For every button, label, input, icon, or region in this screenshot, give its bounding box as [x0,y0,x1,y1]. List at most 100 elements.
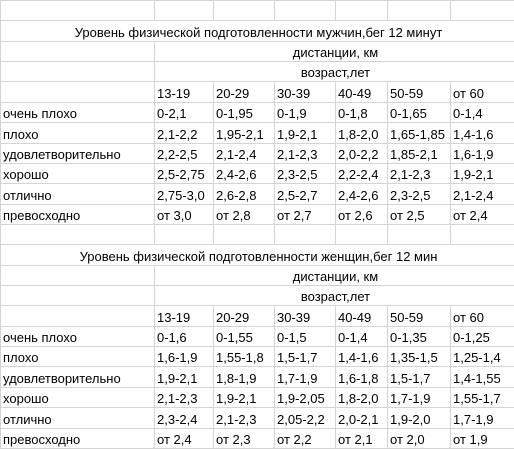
value-cell[interactable]: 0-1,65 [387,101,451,124]
age-header-cell[interactable]: 40-49 [335,81,388,103]
value-cell[interactable]: 1,9-2,1 [213,386,275,409]
value-cell[interactable]: 1,65-1,85 [387,122,451,144]
value-cell[interactable]: 0-1,55 [213,325,275,348]
age-header-cell[interactable]: 50-59 [387,305,451,327]
value-cell[interactable]: от 2,6 [335,203,388,225]
value-cell[interactable]: от 2,3 [213,427,275,449]
value-cell[interactable]: 2,1-2,2 [154,122,214,144]
value-cell[interactable]: от 2,4 [154,427,214,449]
value-cell[interactable]: от 2,8 [213,203,275,225]
value-cell[interactable]: 2,0-2,2 [335,142,388,164]
value-cell[interactable]: 1,55-1,8 [213,346,275,368]
value-cell[interactable]: от 2,7 [274,203,336,225]
value-cell[interactable]: 1,25-1,4 [450,346,514,368]
value-cell[interactable]: 2,5-2,7 [274,183,336,205]
level-label-cell[interactable]: хорошо [0,386,155,409]
value-cell[interactable]: от 1,9 [450,427,514,449]
level-label-cell[interactable]: плохо [0,346,155,368]
value-cell[interactable]: 1,6-1,9 [154,346,214,368]
level-label-cell[interactable]: хорошо [0,162,155,185]
value-cell[interactable]: 1,6-1,8 [335,366,388,388]
cell[interactable] [450,223,514,246]
value-cell[interactable]: 1,35-1,5 [387,346,451,368]
age-header-cell[interactable]: 13-19 [154,305,214,327]
value-cell[interactable]: 2,6-2,8 [213,183,275,205]
women-title-cell[interactable]: Уровень физической подготовленности женщ… [0,244,514,266]
level-label-cell[interactable]: превосходно [0,427,155,449]
value-cell[interactable]: 1,4-1,6 [450,122,514,144]
age-header-cell[interactable]: 50-59 [387,81,451,103]
value-cell[interactable]: 1,7-1,9 [274,366,336,388]
value-cell[interactable]: 2,3-2,5 [387,183,451,205]
value-cell[interactable]: 1,9-2,05 [274,386,336,409]
value-cell[interactable]: 1,8-2,0 [335,122,388,144]
cell[interactable] [154,223,214,246]
value-cell[interactable]: 2,4-2,6 [213,162,275,185]
age-header-cell[interactable]: от 60 [450,305,514,327]
value-cell[interactable]: 1,95-2,1 [213,122,275,144]
age-header-cell[interactable]: 20-29 [213,81,275,103]
men-title-cell[interactable]: Уровень физической подготовленности мужч… [0,20,514,42]
cell[interactable] [0,40,155,63]
value-cell[interactable]: 1,8-2,0 [335,386,388,409]
value-cell[interactable]: 0-2,1 [154,101,214,124]
cell[interactable] [335,223,388,246]
value-cell[interactable]: 1,4-1,6 [335,346,388,368]
age-header-cell[interactable]: 13-19 [154,81,214,103]
value-cell[interactable]: 1,7-1,9 [387,386,451,409]
cell[interactable] [0,61,155,83]
cell[interactable] [0,0,155,22]
value-cell[interactable]: 0-1,95 [213,101,275,124]
value-cell[interactable]: от 2,1 [335,427,388,449]
value-cell[interactable]: 1,8-1,9 [213,366,275,388]
value-cell[interactable]: 2,3-2,5 [274,162,336,185]
value-cell[interactable]: от 2,5 [387,203,451,225]
cell[interactable] [0,223,155,246]
value-cell[interactable]: от 2,4 [450,203,514,225]
value-cell[interactable]: 2,1-2,3 [213,407,275,429]
cell[interactable] [0,264,155,287]
women-age-label-cell[interactable]: возраст,лет [154,285,514,307]
cell[interactable] [213,0,275,22]
value-cell[interactable]: 1,9-2,0 [387,407,451,429]
value-cell[interactable]: 1,5-1,7 [387,366,451,388]
value-cell[interactable]: 1,9-2,1 [154,366,214,388]
level-label-cell[interactable]: превосходно [0,203,155,225]
value-cell[interactable]: 2,1-2,3 [154,386,214,409]
value-cell[interactable]: 2,1-2,4 [213,142,275,164]
cell[interactable] [154,0,214,22]
value-cell[interactable]: 2,1-2,3 [387,162,451,185]
value-cell[interactable]: 1,9-2,1 [450,162,514,185]
cell[interactable] [387,223,451,246]
value-cell[interactable]: 1,6-1,9 [450,142,514,164]
level-label-cell[interactable]: отлично [0,183,155,205]
value-cell[interactable]: 1,7-1,9 [450,407,514,429]
age-header-cell[interactable]: 30-39 [274,81,336,103]
value-cell[interactable]: 2,1-2,3 [274,142,336,164]
value-cell[interactable]: 2,4-2,6 [335,183,388,205]
cell[interactable] [274,0,336,22]
value-cell[interactable]: 2,2-2,5 [154,142,214,164]
cell[interactable] [0,285,155,307]
age-header-cell[interactable]: 20-29 [213,305,275,327]
level-label-cell[interactable]: отлично [0,407,155,429]
level-label-cell[interactable]: очень плохо [0,101,155,124]
level-label-cell[interactable]: удовлетворительно [0,142,155,164]
men-distance-cell[interactable]: дистанции, км [154,40,514,63]
level-label-cell[interactable]: удовлетворительно [0,366,155,388]
cell[interactable] [274,223,336,246]
cell[interactable] [387,0,451,22]
value-cell[interactable]: 2,1-2,4 [450,183,514,205]
value-cell[interactable]: 2,3-2,4 [154,407,214,429]
cell[interactable] [0,305,155,327]
value-cell[interactable]: 2,2-2,4 [335,162,388,185]
value-cell[interactable]: 1,9-2,1 [274,122,336,144]
value-cell[interactable]: 0-1,25 [450,325,514,348]
cell[interactable] [335,0,388,22]
age-header-cell[interactable]: 40-49 [335,305,388,327]
level-label-cell[interactable]: плохо [0,122,155,144]
value-cell[interactable]: 1,85-2,1 [387,142,451,164]
cell[interactable] [0,81,155,103]
value-cell[interactable]: 1,5-1,7 [274,346,336,368]
value-cell[interactable]: 0-1,6 [154,325,214,348]
